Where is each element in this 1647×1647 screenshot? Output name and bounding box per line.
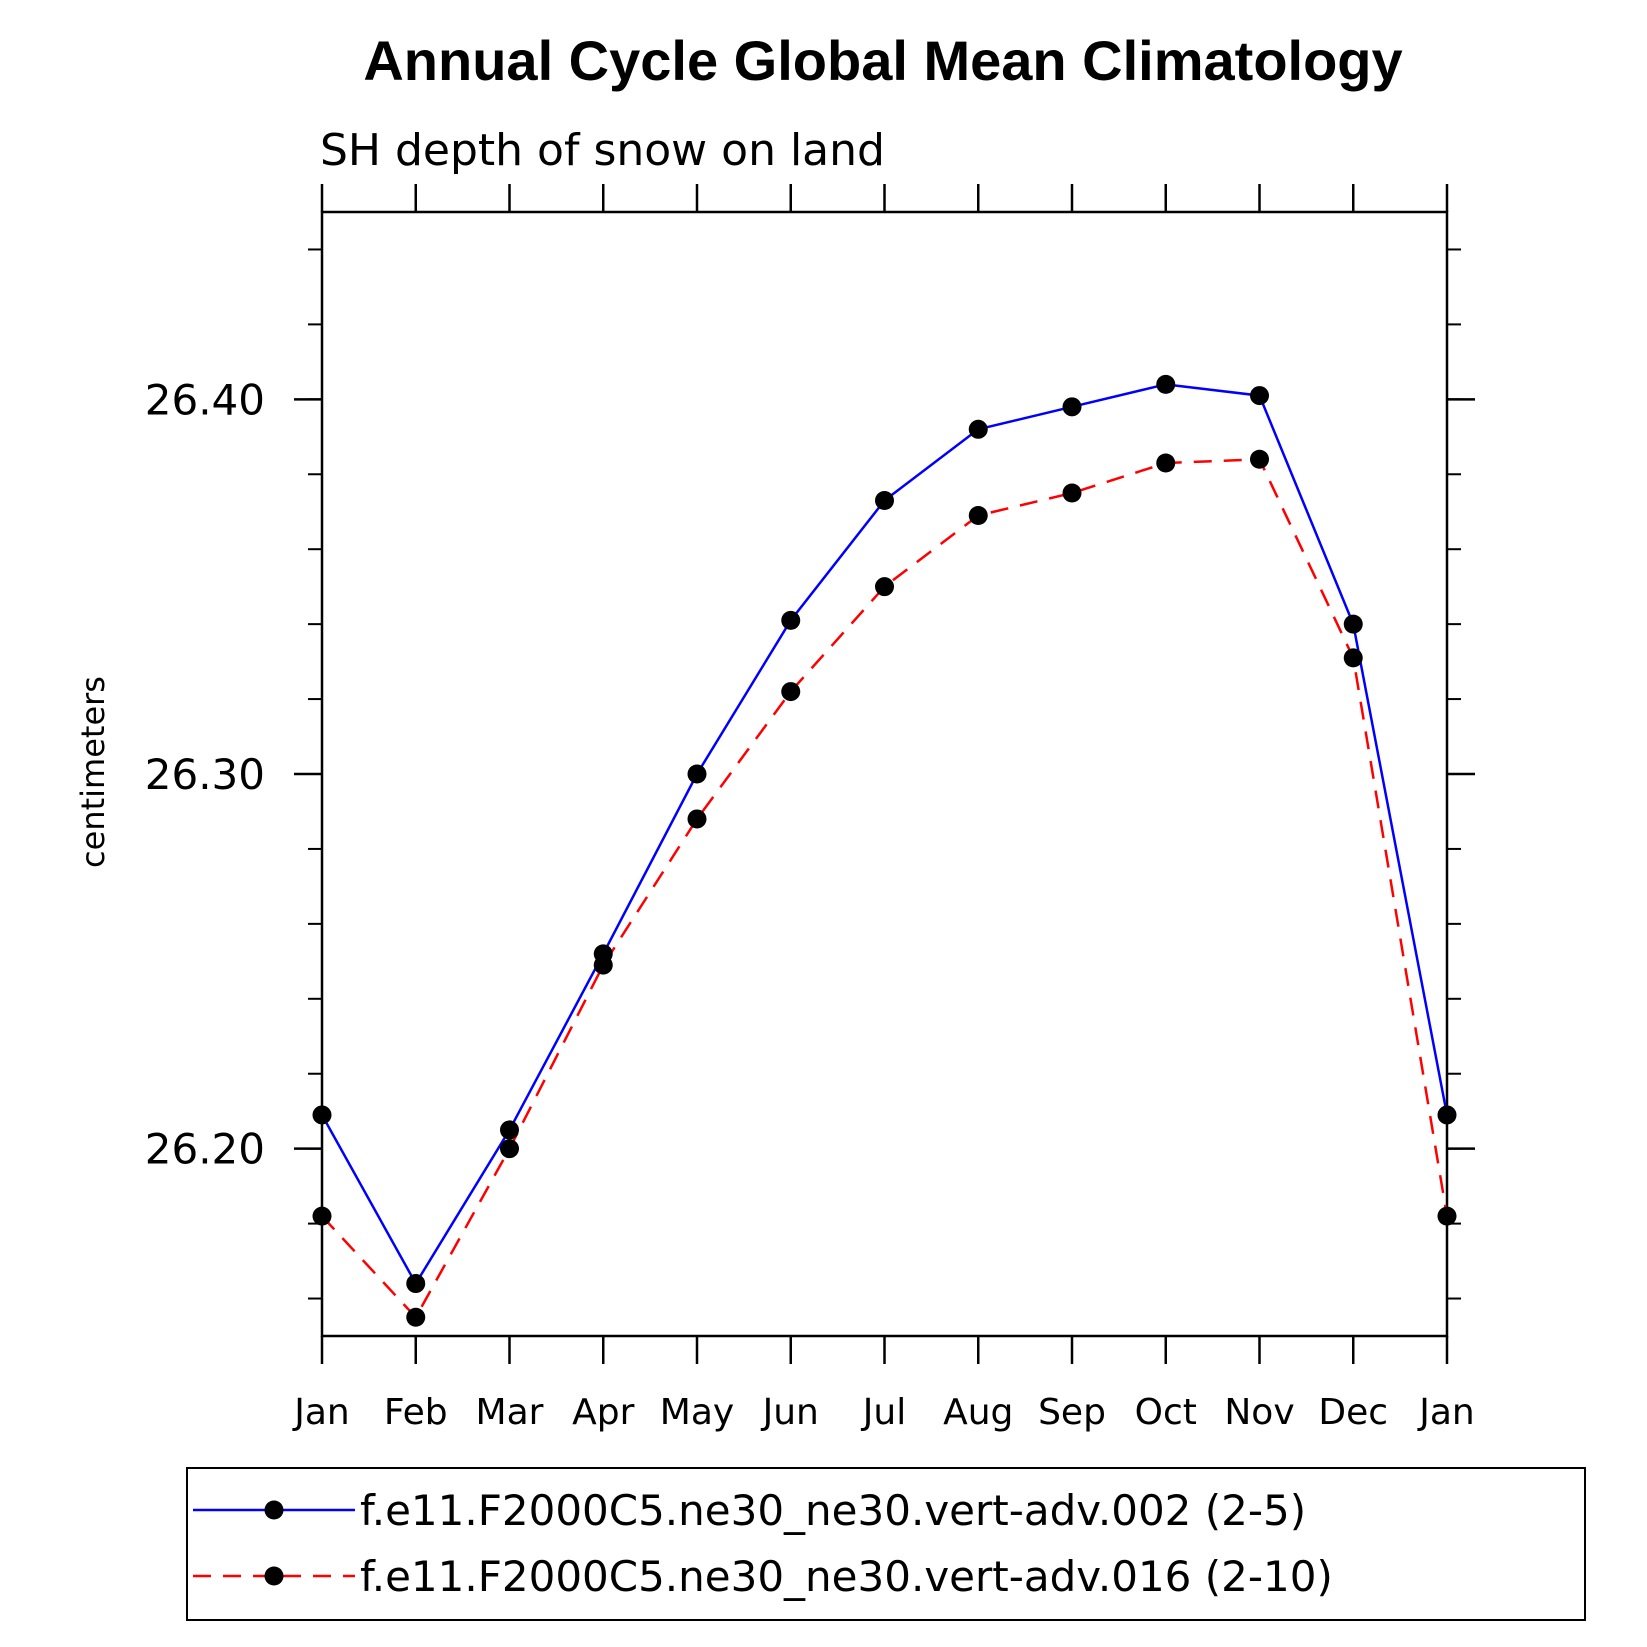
legend-label: f.e11.F2000C5.ne30_ne30.vert-adv.002 (2-… (360, 1486, 1306, 1535)
chart-subtitle: SH depth of snow on land (320, 125, 885, 176)
legend: f.e11.F2000C5.ne30_ne30.vert-adv.002 (2-… (193, 1486, 1333, 1601)
data-point (1437, 1206, 1457, 1226)
legend-marker (264, 1500, 284, 1520)
data-point (968, 505, 988, 525)
x-tick-label: Sep (1038, 1392, 1106, 1433)
y-tick-label: 26.30 (145, 750, 265, 799)
data-point (968, 419, 988, 439)
data-point (781, 610, 801, 630)
axes: Jan Feb Mar Apr May Jun Jul Aug Sep Oct Nov Dec Jan 2… (145, 184, 1475, 1433)
data-point (875, 577, 894, 597)
data-point (875, 490, 894, 510)
data-point (593, 944, 613, 964)
x-tick-label: Oct (1135, 1392, 1197, 1433)
data-point (406, 1274, 426, 1294)
data-point (312, 1206, 332, 1226)
data-point (406, 1307, 426, 1327)
data-point (500, 1120, 519, 1140)
data-point (312, 1105, 332, 1125)
data-point (687, 764, 707, 784)
series-line (320, 383, 1449, 1287)
x-tick-label: Dec (1318, 1392, 1388, 1433)
data-point (1156, 453, 1176, 473)
legend-marker (264, 1566, 284, 1586)
x-tick-label: Jun (761, 1392, 819, 1433)
data-point (1250, 449, 1269, 469)
data-point (500, 1139, 519, 1159)
y-tick-label: 26.40 (145, 375, 265, 424)
x-tick-label: Nov (1224, 1392, 1294, 1433)
x-tick-label: Aug (943, 1392, 1013, 1433)
data-point (1343, 614, 1363, 634)
data-point (687, 809, 707, 829)
x-tick-label: May (660, 1392, 734, 1433)
x-tick-label: Jan (1417, 1392, 1475, 1433)
x-tick-label: Apr (572, 1392, 634, 1433)
legend-box (186, 1467, 1586, 1621)
legend-label: f.e11.F2000C5.ne30_ne30.vert-adv.016 (2-… (360, 1552, 1333, 1601)
series-layer (312, 374, 1457, 1327)
x-tick-label: Jan (292, 1392, 350, 1433)
data-point (1343, 648, 1363, 668)
x-tick-label: Feb (384, 1392, 448, 1433)
data-point (1062, 397, 1082, 417)
data-point (1437, 1105, 1457, 1125)
y-tick-label: 26.20 (145, 1125, 265, 1174)
plot-frame (320, 210, 1449, 1338)
y-axis-label: centimeters (74, 676, 112, 868)
data-point (1250, 386, 1269, 406)
x-tick-label: Mar (476, 1392, 544, 1433)
x-tick-label: Jul (861, 1392, 906, 1433)
chart-title: Annual Cycle Global Mean Climatology (363, 29, 1402, 92)
data-point (1156, 374, 1176, 394)
data-point (1062, 483, 1082, 503)
data-point (781, 682, 801, 702)
